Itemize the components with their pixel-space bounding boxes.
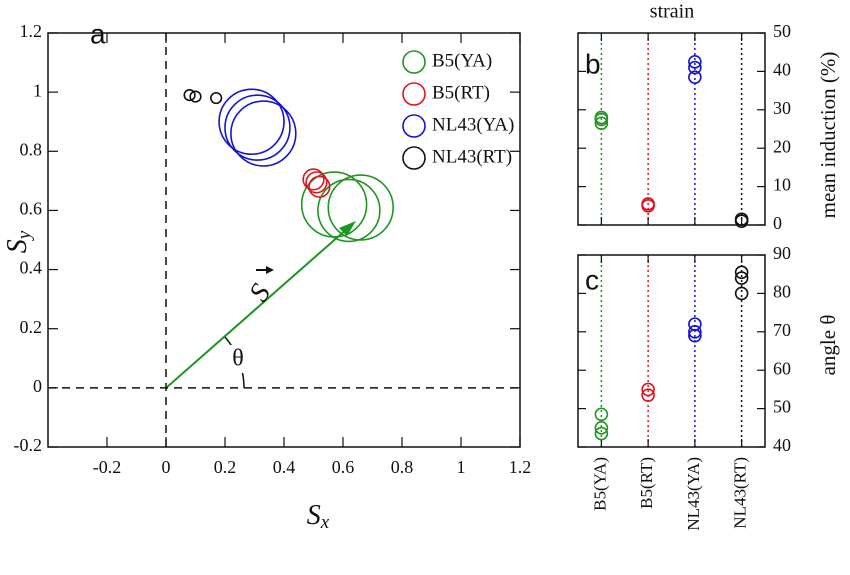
x-tick-label: 0.8 xyxy=(391,457,414,477)
vector-label: S xyxy=(243,279,277,307)
legend-label: B5(YA) xyxy=(432,50,492,71)
data-point xyxy=(230,100,297,167)
y-label-symbol: S xyxy=(2,239,33,253)
y-tick-label: 50 xyxy=(773,21,791,41)
x-tick-label: 0.4 xyxy=(273,457,296,477)
data-point xyxy=(594,116,609,131)
data-point xyxy=(688,60,702,75)
x-tick-label: 0.2 xyxy=(214,457,237,477)
y-tick-label: 1 xyxy=(33,80,42,100)
y-tick-label: 0.4 xyxy=(20,258,43,278)
y-tick-label: 40 xyxy=(773,60,791,80)
y-tick-label: 0.6 xyxy=(20,199,43,219)
legend-marker xyxy=(402,50,426,74)
data-point xyxy=(210,91,223,105)
data-point xyxy=(641,388,655,402)
x-label-subscript: x xyxy=(320,512,330,533)
data-point xyxy=(594,426,609,441)
label-bg xyxy=(227,345,249,373)
vector-arrow xyxy=(165,227,349,389)
x-tick-label: 0.6 xyxy=(332,457,355,477)
x-tick-label: 1 xyxy=(457,457,466,477)
data-point xyxy=(183,88,196,102)
panel-title: strain xyxy=(650,1,694,23)
data-point xyxy=(734,286,749,301)
x-tick-label: B5(YA) xyxy=(590,457,609,511)
x-label-symbol: S xyxy=(307,500,321,531)
y-axis-label: angle θ xyxy=(816,315,840,376)
y-tick-label: 60 xyxy=(773,358,791,378)
data-point xyxy=(734,265,749,280)
x-tick-label: 0 xyxy=(162,457,171,477)
data-point xyxy=(305,171,328,194)
y-tick-label: 20 xyxy=(773,136,791,156)
panel-letter: a xyxy=(90,18,106,49)
plot-frame xyxy=(47,32,521,448)
x-tick-label: NL43(YA) xyxy=(684,457,703,531)
legend-label: NL43(YA) xyxy=(432,114,514,135)
y-tick-label: 0.8 xyxy=(20,139,43,159)
panel-letter: c xyxy=(585,264,599,295)
y-tick-label: 40 xyxy=(773,435,791,455)
y-tick-label: 0.2 xyxy=(20,317,43,337)
y-tick-label: 90 xyxy=(773,243,791,263)
data-point xyxy=(641,382,655,397)
y-axis-label: Sy xyxy=(2,230,35,253)
data-point xyxy=(218,88,285,155)
data-point xyxy=(594,420,609,435)
legend-marker xyxy=(402,114,426,138)
y-tick-label: -0.2 xyxy=(14,435,43,455)
legend-label: NL43(RT) xyxy=(432,146,512,167)
x-tick-label: -0.2 xyxy=(93,457,122,477)
y-tick-label: 80 xyxy=(773,282,791,302)
angle-label: θ xyxy=(232,346,244,372)
data-point xyxy=(189,90,202,103)
data-point xyxy=(688,54,702,69)
plot-frame xyxy=(577,32,766,226)
data-point xyxy=(224,94,291,161)
x-tick-label: 1.2 xyxy=(509,457,532,477)
y-axis-label: mean induction (%) xyxy=(816,52,840,219)
legend-marker xyxy=(402,82,426,106)
data-point xyxy=(688,317,702,331)
data-point xyxy=(594,110,609,125)
data-point xyxy=(327,174,394,241)
x-tick-label: NL43(RT) xyxy=(731,457,750,529)
arrow-head xyxy=(339,221,356,236)
data-point xyxy=(688,70,702,84)
y-tick-label: 0 xyxy=(773,213,782,233)
data-point xyxy=(641,197,655,211)
y-tick-label: 30 xyxy=(773,98,791,118)
y-tick-label: 1.2 xyxy=(20,21,43,41)
legend-label: B5(RT) xyxy=(432,82,490,103)
data-point xyxy=(688,324,702,339)
plot-frame xyxy=(577,254,766,448)
y-tick-label: 10 xyxy=(773,175,791,195)
x-tick-label: B5(RT) xyxy=(637,457,656,509)
x-axis-label: Sx xyxy=(307,500,330,533)
y-tick-label: 70 xyxy=(773,320,791,340)
y-tick-label: 50 xyxy=(773,397,791,417)
panel-letter: b xyxy=(585,48,601,79)
data-point xyxy=(308,175,331,198)
data-point xyxy=(317,178,381,243)
data-point xyxy=(302,168,325,191)
vector-symbol-head xyxy=(266,266,274,274)
y-tick-label: 0 xyxy=(33,376,42,396)
data-point xyxy=(734,271,749,285)
legend-marker xyxy=(402,146,426,170)
y-label-subscript: y xyxy=(14,230,35,241)
data-point xyxy=(594,407,609,422)
